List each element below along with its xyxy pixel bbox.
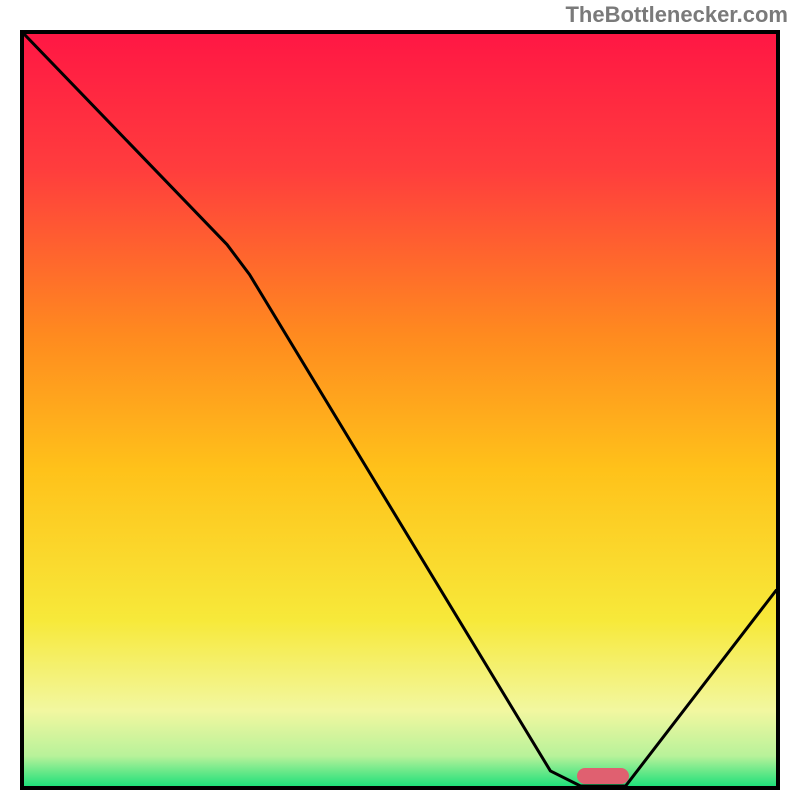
watermark-text: TheBottlenecker.com (565, 2, 788, 28)
chart-background-gradient (24, 34, 776, 786)
optimal-marker (577, 768, 630, 785)
bottleneck-chart (20, 30, 780, 790)
